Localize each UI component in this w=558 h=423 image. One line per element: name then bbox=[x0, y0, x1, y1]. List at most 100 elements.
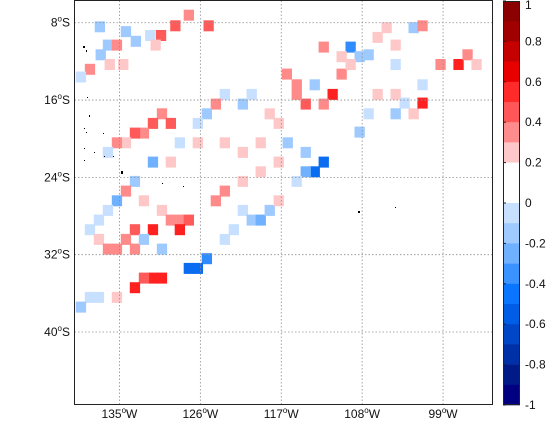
heatmap-cell bbox=[138, 272, 150, 284]
colorbar-segment bbox=[503, 61, 520, 83]
heatmap-cell bbox=[345, 59, 356, 70]
heatmap-cells bbox=[75, 9, 482, 313]
heatmap-cell bbox=[174, 137, 185, 149]
colorbar-tick-label: -1 bbox=[525, 398, 536, 412]
heatmap-cell bbox=[228, 224, 239, 236]
heatmap-cell bbox=[300, 146, 311, 158]
heatmap-cell bbox=[138, 233, 150, 245]
heatmap-cell bbox=[138, 127, 150, 139]
heatmap-cell bbox=[264, 204, 275, 216]
heatmap-cell bbox=[102, 243, 114, 255]
heatmap-cell bbox=[372, 31, 383, 43]
heatmap-cell bbox=[129, 175, 141, 187]
heatmap-cell bbox=[390, 88, 401, 100]
colorbar-segment bbox=[503, 122, 520, 143]
colorbar-segment bbox=[503, 243, 520, 264]
heatmap-cell bbox=[390, 59, 401, 70]
heatmap-cell bbox=[408, 108, 419, 120]
heatmap-cell bbox=[138, 195, 150, 207]
heatmap-cell bbox=[327, 88, 338, 100]
colorbar-labels: 1 0.8 0.6 0.4 0.2 0 -0.2 -0.4 -0.6 -0.8 -1 bbox=[503, 0, 546, 412]
colorbar-tick-label: 0.8 bbox=[525, 34, 542, 48]
colorbar-tick-label: 0.6 bbox=[525, 75, 542, 89]
heatmap-cell bbox=[471, 59, 482, 70]
colorbar-tick-label: -0.2 bbox=[525, 236, 546, 250]
heatmap-cell bbox=[111, 195, 123, 207]
heatmap-cell bbox=[183, 9, 194, 21]
colorbar-segment bbox=[503, 263, 520, 285]
heatmap-cell bbox=[237, 146, 248, 158]
longitude-labels: 135oW 126oW 117oW 108oW 99oW bbox=[102, 406, 459, 421]
heatmap-cell bbox=[417, 20, 428, 32]
colorbar-segment bbox=[503, 384, 520, 406]
heatmap-cell bbox=[102, 39, 114, 51]
heatmap-cell bbox=[282, 137, 293, 149]
colorbar-tick-label: 1 bbox=[525, 0, 532, 12]
colorbar-segment bbox=[503, 203, 520, 224]
latitude-labels: 8oS 16oS 24oS 32oS 40oS bbox=[44, 15, 70, 339]
heatmap-cell bbox=[255, 214, 266, 226]
heatmap-cell bbox=[192, 137, 203, 149]
heatmap-cell bbox=[111, 137, 123, 149]
heatmap-cell bbox=[246, 88, 257, 100]
heatmap-cell bbox=[354, 51, 365, 63]
heatmap-cell bbox=[453, 59, 464, 70]
heatmap-cell bbox=[273, 156, 284, 168]
island-marks bbox=[83, 46, 396, 213]
heatmap-cell bbox=[318, 98, 329, 110]
heatmap-cell bbox=[291, 79, 302, 91]
heatmap-cell bbox=[237, 175, 248, 187]
heatmap-cell bbox=[300, 98, 311, 110]
map-frame bbox=[74, 0, 493, 405]
heatmap-cell bbox=[363, 108, 374, 120]
heatmap-cell bbox=[170, 20, 181, 32]
heatmap-cell bbox=[93, 214, 105, 226]
heatmap-cell bbox=[381, 22, 392, 34]
heatmap-cell bbox=[93, 233, 105, 245]
heatmap-cell bbox=[309, 79, 320, 91]
heatmap-cell bbox=[94, 21, 105, 33]
heatmap-cell bbox=[219, 137, 230, 149]
heatmap-cell bbox=[273, 195, 284, 207]
heatmap-cell bbox=[417, 97, 428, 109]
heatmap-cell bbox=[336, 51, 347, 63]
heatmap-cell bbox=[130, 35, 141, 47]
heatmap-cell bbox=[183, 214, 194, 226]
colorbar-segment bbox=[503, 1, 520, 22]
colorbar-segment bbox=[503, 304, 520, 325]
lon-tick-label: 99oW bbox=[428, 406, 458, 421]
heatmap-cell bbox=[237, 204, 248, 216]
colorbar-segment bbox=[503, 102, 520, 123]
heatmap-cell bbox=[219, 88, 230, 100]
colorbar-tick-label: 0 bbox=[525, 196, 532, 210]
heatmap-cell bbox=[318, 41, 329, 53]
heatmap-cell bbox=[111, 243, 123, 255]
heatmap-cell bbox=[201, 108, 212, 120]
colorbar-segment bbox=[503, 223, 520, 244]
heatmap-cell bbox=[246, 214, 257, 226]
heatmap-cell bbox=[255, 137, 266, 149]
colorbar-segment bbox=[503, 182, 520, 204]
heatmap-cell bbox=[156, 272, 168, 284]
heatmap-cell bbox=[363, 49, 374, 61]
heatmap-cell bbox=[291, 88, 302, 100]
colorbar-segment bbox=[503, 81, 520, 103]
lat-tick-label: 24oS bbox=[44, 169, 70, 184]
lon-tick-label: 126oW bbox=[182, 406, 218, 421]
heatmap-cell bbox=[219, 185, 230, 197]
heatmap-cell bbox=[155, 30, 167, 41]
heatmap-cell bbox=[84, 63, 96, 75]
heatmap-cell bbox=[165, 117, 176, 129]
colorbar-tick-label: -0.8 bbox=[525, 358, 546, 372]
heatmap-cell bbox=[390, 39, 401, 51]
heatmap-cell bbox=[435, 59, 446, 70]
heatmap-cell bbox=[192, 117, 203, 129]
heatmap-cell bbox=[120, 137, 132, 149]
heatmap-cell bbox=[165, 214, 176, 226]
heatmap-cell bbox=[118, 59, 129, 70]
heatmap-cell bbox=[129, 224, 141, 236]
heatmap-cell bbox=[150, 39, 161, 51]
heatmap-cell bbox=[318, 156, 329, 168]
heatmap-cell bbox=[111, 39, 123, 51]
